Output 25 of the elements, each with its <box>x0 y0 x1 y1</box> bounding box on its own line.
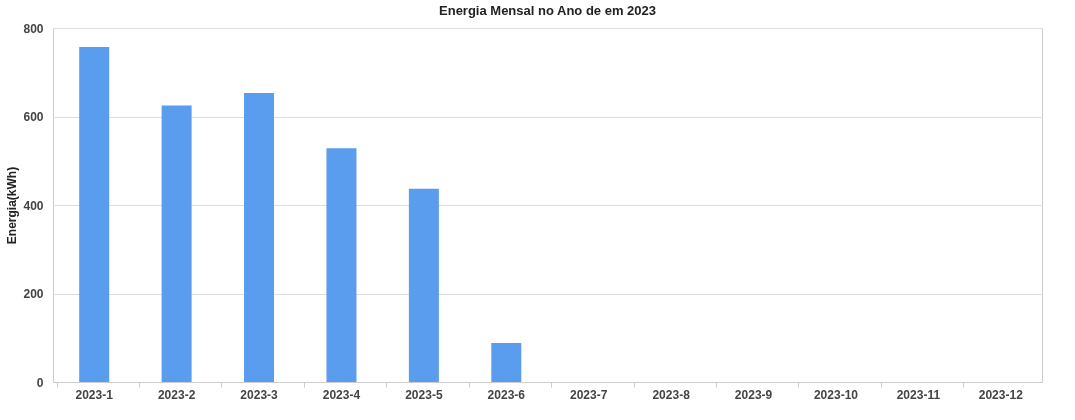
x-tick-label: 2023-7 <box>570 387 608 402</box>
bar <box>491 343 522 382</box>
y-tick-label: 0 <box>36 375 44 390</box>
x-tick-label: 2023-6 <box>487 387 526 402</box>
x-tick-label: 2023-12 <box>978 387 1024 402</box>
y-tick-label: 200 <box>23 287 44 301</box>
x-tick-label: 2023-8 <box>652 387 691 402</box>
bar <box>79 47 110 382</box>
chart-title: Energia Mensal no Ano de em 2023 <box>439 3 656 18</box>
bar <box>161 105 192 382</box>
y-tick-label: 600 <box>23 110 44 124</box>
bar <box>244 93 275 382</box>
x-tick-label: 2023-2 <box>157 387 196 402</box>
y-tick-label: 800 <box>23 21 44 36</box>
x-tick-label: 2023-3 <box>240 387 279 402</box>
bar <box>326 148 357 382</box>
x-tick-label: 2023-4 <box>322 387 361 402</box>
x-tick-label: 2023-10 <box>813 387 859 402</box>
bar <box>408 188 439 382</box>
x-tick-label: 2023-5 <box>405 387 443 402</box>
x-tick-label: 2023-11 <box>896 387 941 402</box>
y-axis-title: Energia(kWh) <box>5 166 20 245</box>
x-tick-label: 2023-1 <box>75 387 114 402</box>
x-tick-label: 2023-9 <box>734 387 773 402</box>
y-tick-label: 400 <box>23 198 44 213</box>
